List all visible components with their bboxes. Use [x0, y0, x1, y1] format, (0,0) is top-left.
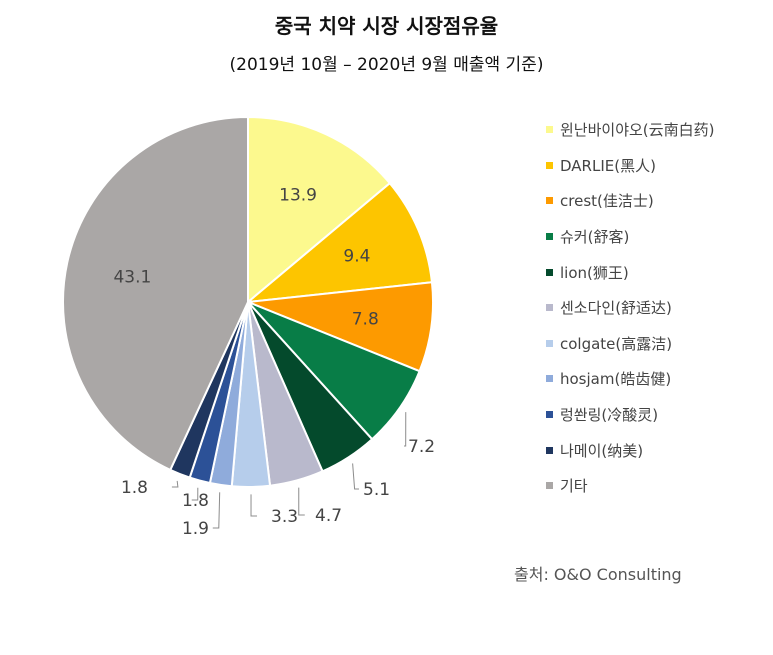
leader-line	[212, 492, 221, 529]
legend-swatch	[546, 375, 553, 383]
leader-line	[298, 487, 305, 516]
leader-lines	[171, 412, 407, 529]
legend-swatch	[546, 446, 553, 454]
legend-swatch	[546, 268, 553, 276]
legend-label: 기타	[560, 477, 588, 496]
legend-swatch	[546, 304, 553, 312]
legend-item: lion(狮王)	[546, 254, 715, 290]
legend-swatch	[546, 339, 553, 347]
legend-swatch	[546, 197, 553, 205]
legend-swatch	[546, 126, 553, 134]
legend-swatch	[546, 482, 553, 490]
legend-item: 센소다인(舒适达)	[546, 290, 715, 326]
pie-slice-기타	[62, 115, 249, 472]
data-label: 1.9	[182, 519, 209, 539]
data-labels: 13.9 9.4 7.8 7.2 5.1 4.7 3.3 1.9 1.8 1.8 43.1	[113, 186, 435, 539]
pie-slices	[62, 115, 434, 488]
legend-item: 렁쏸링(冷酸灵)	[546, 397, 715, 433]
legend-item: DARLIE(黑人)	[546, 148, 715, 184]
legend-label: 슈커(舒客)	[560, 228, 630, 247]
chart-subtitle: (2019년 10월 – 2020년 9월 매출액 기준)	[229, 55, 544, 75]
source-note: 출처: O&O Consulting	[514, 565, 682, 584]
data-label: 7.2	[408, 437, 435, 457]
data-label: 9.4	[343, 247, 370, 267]
data-label: 4.7	[315, 506, 342, 526]
legend-item: 윈난바이야오(云南白药)	[546, 112, 715, 148]
legend-label: DARLIE(黑人)	[560, 156, 656, 175]
legend-label: crest(佳洁士)	[560, 192, 654, 211]
legend-label: colgate(高露洁)	[560, 334, 673, 353]
data-label: 7.8	[352, 309, 379, 329]
legend-label: 나메이(纳美)	[560, 441, 644, 460]
legend-swatch	[546, 233, 553, 241]
legend-swatch	[546, 161, 553, 169]
chart-title: 중국 치약 시장 시장점유율	[274, 14, 499, 38]
leader-line	[352, 463, 359, 490]
legend-item: 기타	[546, 468, 715, 504]
legend-item: crest(佳洁士)	[546, 183, 715, 219]
data-label: 43.1	[113, 268, 151, 288]
leader-line	[191, 487, 199, 501]
legend-label: 렁쏸링(冷酸灵)	[560, 406, 659, 425]
leader-line	[250, 494, 258, 517]
data-label: 1.8	[121, 478, 148, 498]
pie-slice-윈난바이야오	[247, 115, 392, 305]
legend-item: 슈커(舒客)	[546, 219, 715, 255]
legend-label: lion(狮王)	[560, 263, 629, 282]
legend-item: 나메이(纳美)	[546, 432, 715, 468]
legend-label: 윈난바이야오(云南白药)	[560, 121, 715, 140]
legend: 윈난바이야오(云南白药) DARLIE(黑人) crest(佳洁士) 슈커(舒客) li…	[546, 112, 715, 504]
leader-line	[171, 480, 179, 488]
data-label: 13.9	[279, 186, 317, 206]
data-label: 3.3	[271, 507, 298, 527]
data-label: 5.1	[363, 480, 390, 500]
legend-label: 센소다인(舒适达)	[560, 299, 672, 318]
legend-item: colgate(高露洁)	[546, 326, 715, 362]
legend-swatch	[546, 411, 553, 419]
pie-slice-darlie	[244, 181, 434, 304]
leader-line	[404, 412, 407, 447]
legend-item: hosjam(皓齿健)	[546, 361, 715, 397]
legend-label: hosjam(皓齿健)	[560, 370, 672, 389]
data-label: 1.8	[182, 491, 209, 511]
